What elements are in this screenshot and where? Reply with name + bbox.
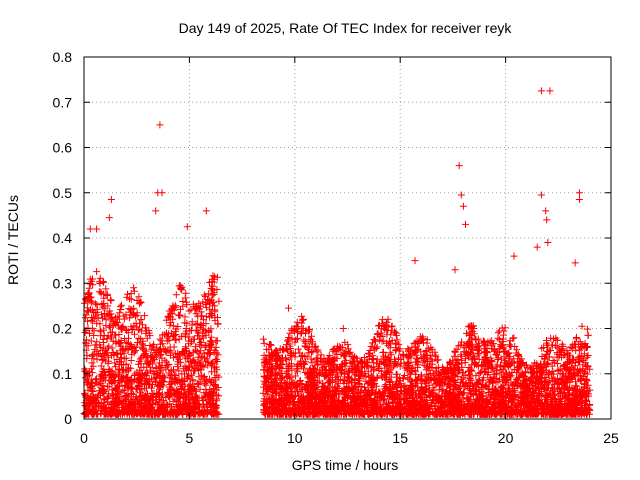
y-tick-label: 0 — [64, 411, 72, 427]
grid — [84, 57, 611, 419]
axis-ticks — [83, 56, 612, 420]
x-tick-label: 5 — [186, 430, 194, 446]
y-tick-label: 0.8 — [53, 49, 73, 65]
x-tick-label: 10 — [287, 430, 303, 446]
y-axis-label: ROTI / TECUs — [5, 195, 21, 285]
roti-markers — [80, 87, 594, 418]
y-tick-label: 0.5 — [53, 185, 73, 201]
y-tick-label: 0.7 — [53, 94, 73, 110]
x-tick-labels: 0 5 10 15 20 25 — [80, 430, 619, 446]
y-tick-label: 0.2 — [53, 321, 73, 337]
x-axis-label: GPS time / hours — [292, 457, 399, 473]
data-points — [80, 87, 594, 418]
x-tick-label: 25 — [603, 430, 619, 446]
y-tick-label: 0.6 — [53, 140, 73, 156]
x-tick-label: 15 — [392, 430, 408, 446]
chart-title: Day 149 of 2025, Rate Of TEC Index for r… — [179, 20, 513, 36]
x-tick-label: 20 — [498, 430, 514, 446]
x-tick-label: 0 — [80, 430, 88, 446]
y-tick-labels: 0 0.1 0.2 0.3 0.4 0.5 0.6 0.7 0.8 — [53, 49, 73, 427]
y-tick-label: 0.4 — [53, 230, 73, 246]
y-tick-label: 0.3 — [53, 275, 73, 291]
y-tick-label: 0.1 — [53, 366, 73, 382]
